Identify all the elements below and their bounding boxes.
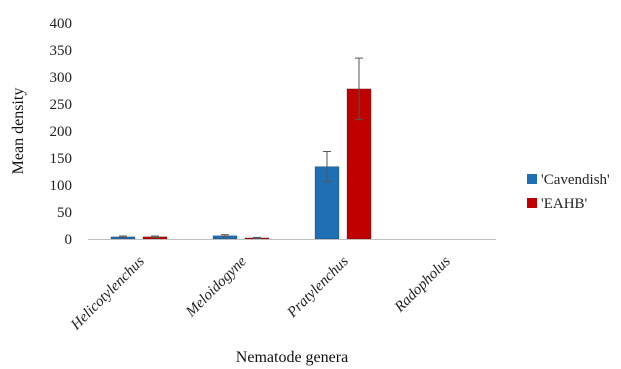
y-axis: 0 50 100 150 200 250 300 350 400 (50, 16, 73, 248)
legend-label: 'Cavendish' (541, 172, 610, 188)
y-tick-label: 0 (65, 232, 73, 248)
x-tick-label: Meloidogyne (182, 253, 250, 321)
error-bar (119, 235, 127, 239)
legend-item: 'Cavendish' (527, 172, 610, 188)
x-tick-label: Pratylenchus (284, 253, 352, 321)
y-tick-label: 200 (50, 124, 73, 140)
x-axis-labels: Helicotylenchus Meloidogyne Pratylenchus Ra… (67, 253, 453, 334)
y-tick-label: 300 (50, 70, 73, 86)
y-tick-label: 400 (50, 16, 73, 32)
error-bar (221, 234, 229, 238)
x-axis-title: Nematode genera (236, 349, 348, 366)
legend-item: 'EAHB' (527, 196, 588, 212)
error-bar (323, 151, 331, 183)
y-tick-label: 50 (57, 205, 72, 221)
y-tick-label: 250 (50, 97, 73, 113)
x-tick-label: Radopholus (391, 253, 454, 316)
error-bars (119, 57, 363, 239)
legend: 'Cavendish' 'EAHB' (527, 172, 610, 212)
y-tick-label: 150 (50, 151, 73, 167)
bars (110, 88, 372, 240)
y-tick-label: 350 (50, 43, 73, 59)
y-tick-label: 100 (50, 178, 73, 194)
legend-swatch (527, 198, 537, 208)
legend-swatch (527, 174, 537, 184)
y-axis-title: Mean density (10, 88, 27, 175)
legend-label: 'EAHB' (541, 196, 588, 212)
error-bar (253, 236, 261, 239)
x-tick-label: Helicotylenchus (67, 253, 147, 333)
error-bar (151, 235, 159, 239)
error-bar (355, 57, 363, 121)
